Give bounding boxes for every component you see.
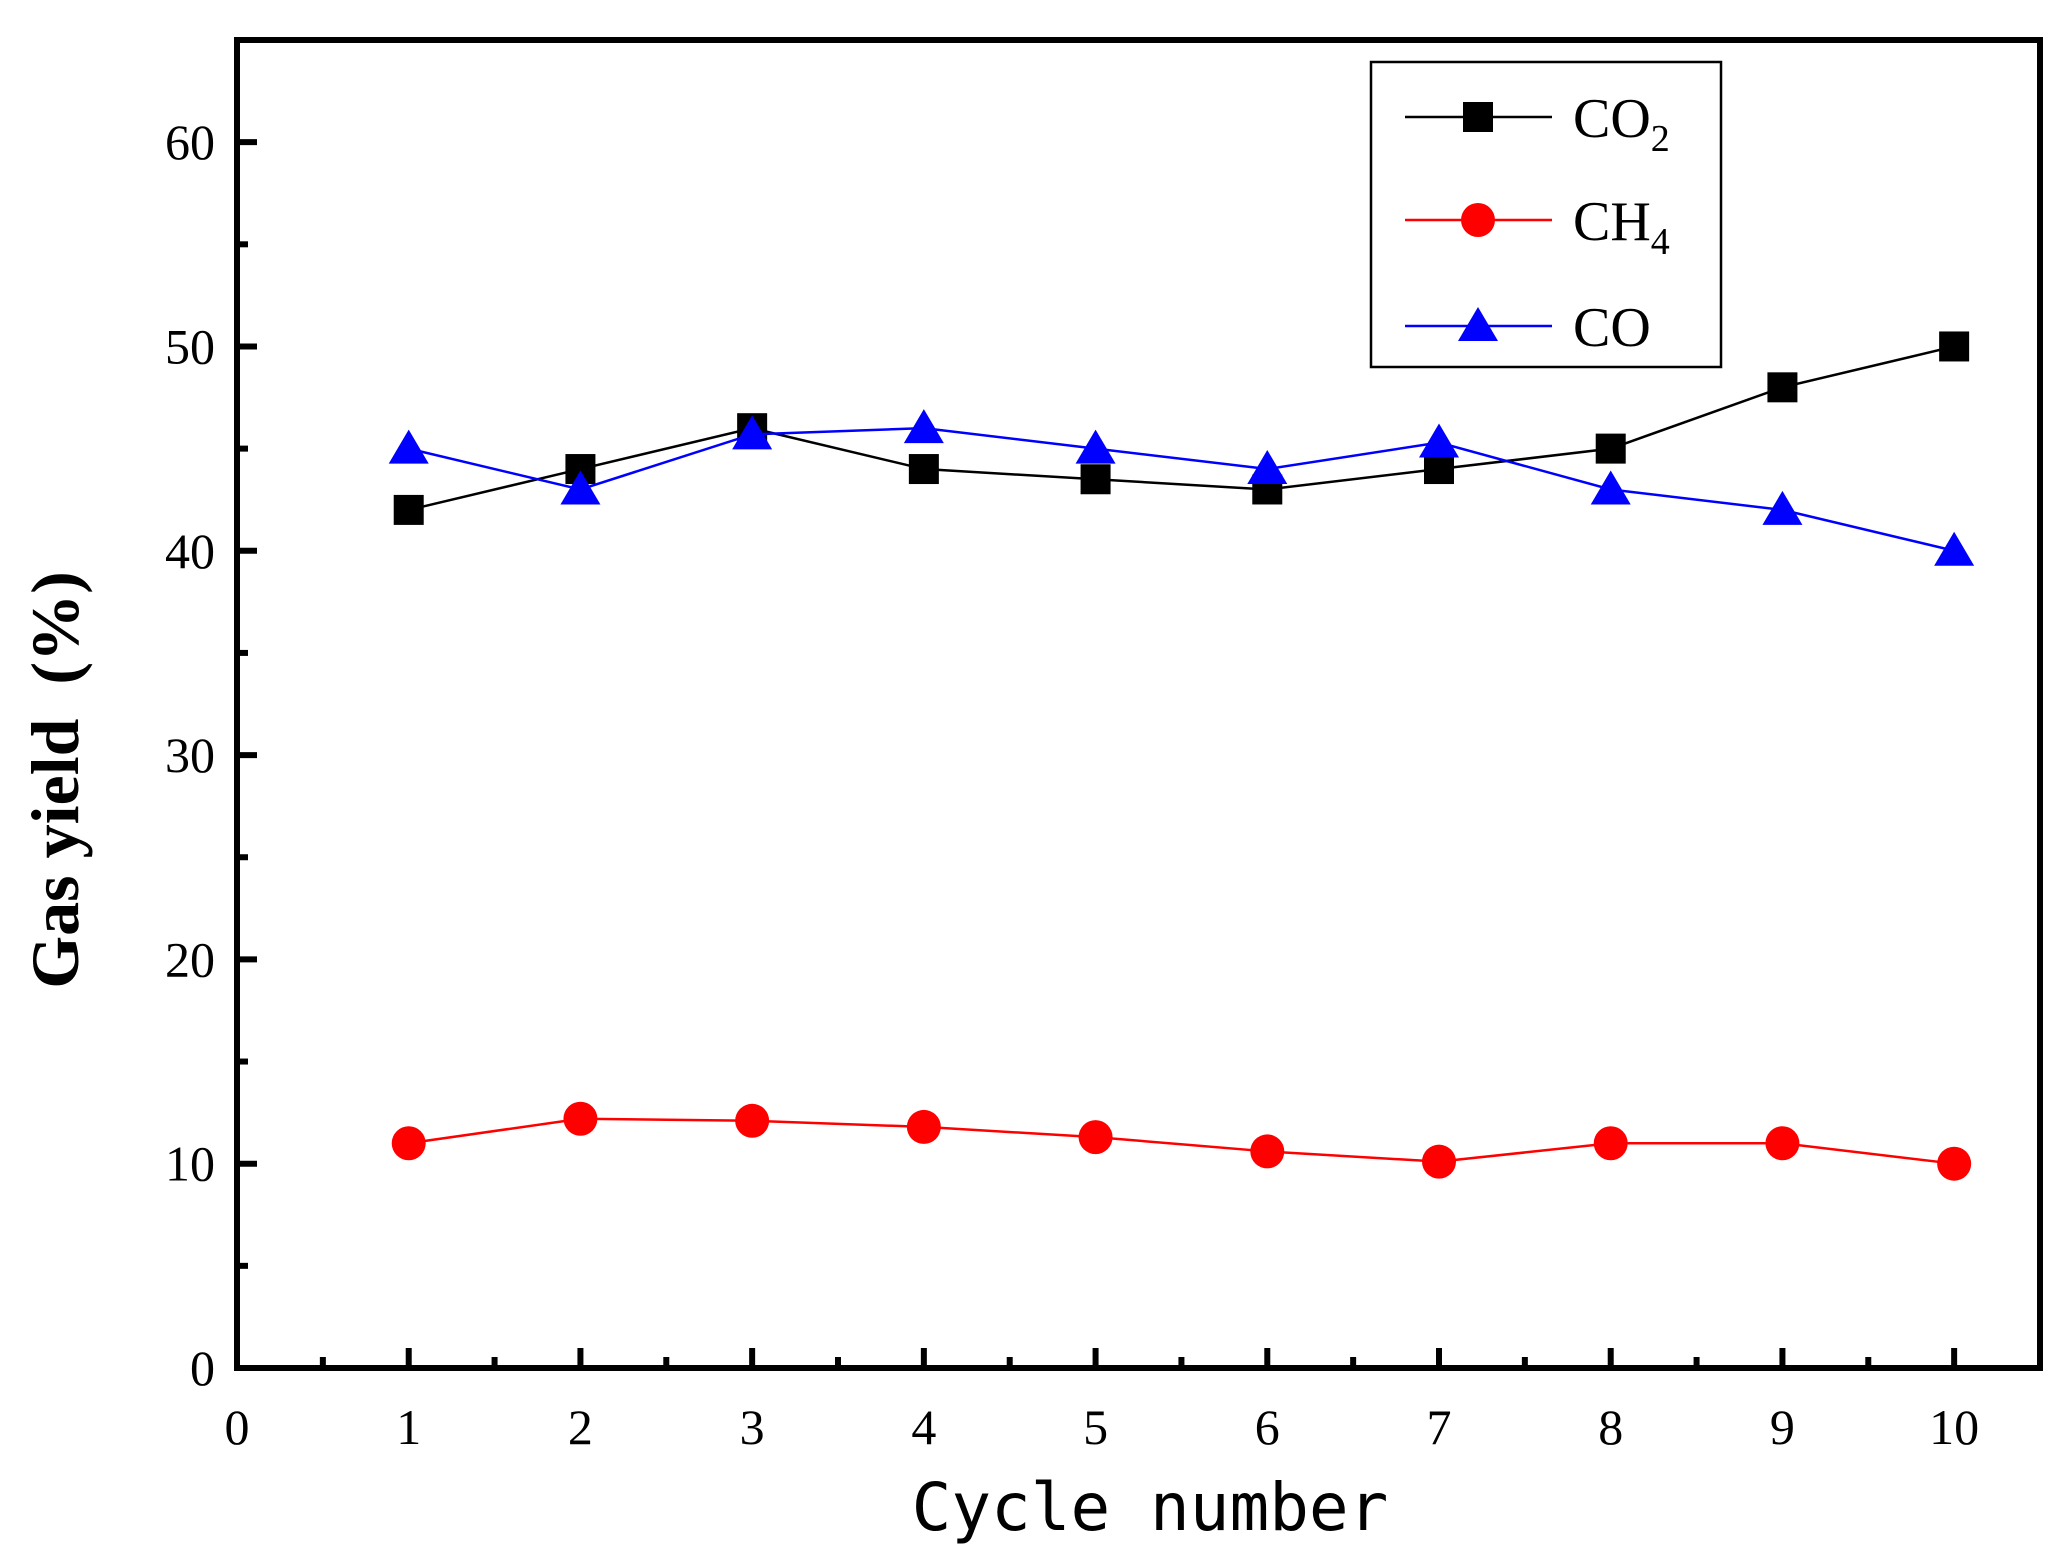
data-point-ch4 [906, 1109, 941, 1144]
x-tick-label: 0 [225, 1399, 250, 1455]
data-point-ch4 [1593, 1126, 1628, 1161]
y-tick-label: 40 [165, 523, 215, 579]
y-tick-label: 50 [165, 318, 215, 374]
series-layer [388, 331, 1975, 1181]
x-tick-label: 5 [1083, 1399, 1108, 1455]
y-tick-label: 10 [165, 1136, 215, 1192]
data-point-co2 [1767, 372, 1798, 403]
x-tick-label: 10 [1929, 1399, 1979, 1455]
data-point-co [1075, 429, 1116, 464]
series-co [388, 409, 1975, 566]
data-point-co [1934, 531, 1975, 566]
series-co2 [393, 331, 1970, 525]
data-point-co2 [1939, 331, 1970, 362]
data-point-co2 [393, 494, 424, 525]
data-point-ch4 [1765, 1126, 1800, 1161]
data-point-co [560, 470, 601, 505]
y-tick-label: 30 [165, 727, 215, 783]
x-tick-label: 8 [1598, 1399, 1623, 1455]
data-point-co [388, 429, 429, 464]
data-point-co [903, 409, 944, 444]
y-tick-label: 0 [190, 1340, 215, 1396]
x-tick-label: 6 [1255, 1399, 1280, 1455]
data-point-ch4 [391, 1126, 426, 1161]
data-point-ch4 [563, 1101, 598, 1136]
data-point-co2 [1595, 433, 1626, 464]
series-line-co [408, 426, 1955, 552]
x-tick-label: 3 [740, 1399, 765, 1455]
data-point-co [1590, 470, 1631, 505]
y-axis-title: Gas yield (%) [17, 571, 93, 988]
series-line-ch4 [408, 1117, 1955, 1165]
y-tick-label: 60 [165, 114, 215, 170]
data-point-co [1419, 423, 1459, 458]
plot-frame [234, 37, 2043, 1371]
y-tick-label: 20 [165, 931, 215, 987]
legend: CO2 CH4 CO [1369, 60, 1723, 369]
x-axis-title: Cycle number [912, 1469, 1389, 1545]
plot-border [234, 37, 2043, 1371]
series-line-co2 [408, 345, 1955, 512]
legend-marker-ch4 [1461, 203, 1495, 237]
data-point-ch4 [1250, 1134, 1285, 1169]
legend-label-co2: CO2 [1573, 88, 1670, 160]
x-tick-label: 9 [1770, 1399, 1795, 1455]
legend-label-ch4: CH4 [1573, 191, 1670, 263]
legend-box [1369, 60, 1723, 369]
x-axis-ticks: 0 1 2 3 4 5 6 7 8 9 10 [225, 1348, 1979, 1455]
data-point-ch4 [1078, 1120, 1113, 1155]
data-point-co [1762, 490, 1803, 525]
data-point-co2 [1080, 464, 1111, 495]
series-ch4 [391, 1101, 1972, 1181]
legend-marker-co2 [1463, 102, 1493, 132]
data-point-ch4 [1937, 1146, 1972, 1181]
data-point-co [1247, 450, 1288, 485]
legend-label-co: CO [1573, 297, 1651, 359]
data-point-co [732, 415, 773, 450]
data-point-ch4 [1422, 1144, 1456, 1179]
legend-marker-co [1458, 307, 1498, 341]
data-point-co2 [908, 454, 939, 485]
x-tick-label: 2 [568, 1399, 593, 1455]
x-tick-label: 4 [911, 1399, 936, 1455]
y-axis-ticks: 0 10 20 30 40 50 60 [165, 114, 257, 1396]
x-tick-label: 7 [1427, 1399, 1452, 1455]
data-point-co2 [1424, 454, 1454, 485]
data-point-ch4 [735, 1103, 770, 1138]
x-tick-label: 1 [396, 1399, 421, 1455]
